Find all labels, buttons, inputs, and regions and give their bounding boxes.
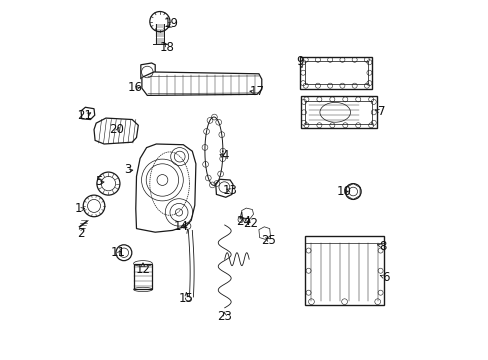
Text: 19: 19 <box>163 17 178 30</box>
Text: 20: 20 <box>109 123 124 136</box>
Text: 14: 14 <box>174 220 189 233</box>
Text: 15: 15 <box>179 292 193 305</box>
Text: 12: 12 <box>135 263 150 276</box>
Text: 17: 17 <box>249 85 264 98</box>
Text: 24: 24 <box>236 215 251 228</box>
Text: 18: 18 <box>160 41 174 54</box>
Text: 16: 16 <box>127 81 142 94</box>
Text: 5: 5 <box>95 175 102 188</box>
Text: 13: 13 <box>222 184 237 197</box>
Text: 3: 3 <box>123 163 131 176</box>
Text: 21: 21 <box>77 109 92 122</box>
Text: 6: 6 <box>381 271 388 284</box>
Text: 8: 8 <box>379 240 386 253</box>
Text: 2: 2 <box>77 227 84 240</box>
Text: 23: 23 <box>217 310 232 323</box>
Text: 10: 10 <box>336 185 351 198</box>
Text: 9: 9 <box>296 55 304 68</box>
Text: 7: 7 <box>377 105 384 118</box>
Text: 1: 1 <box>75 202 82 215</box>
Text: 22: 22 <box>243 217 258 230</box>
Text: 4: 4 <box>221 149 228 162</box>
Text: 11: 11 <box>110 246 125 259</box>
Text: 25: 25 <box>261 234 276 247</box>
